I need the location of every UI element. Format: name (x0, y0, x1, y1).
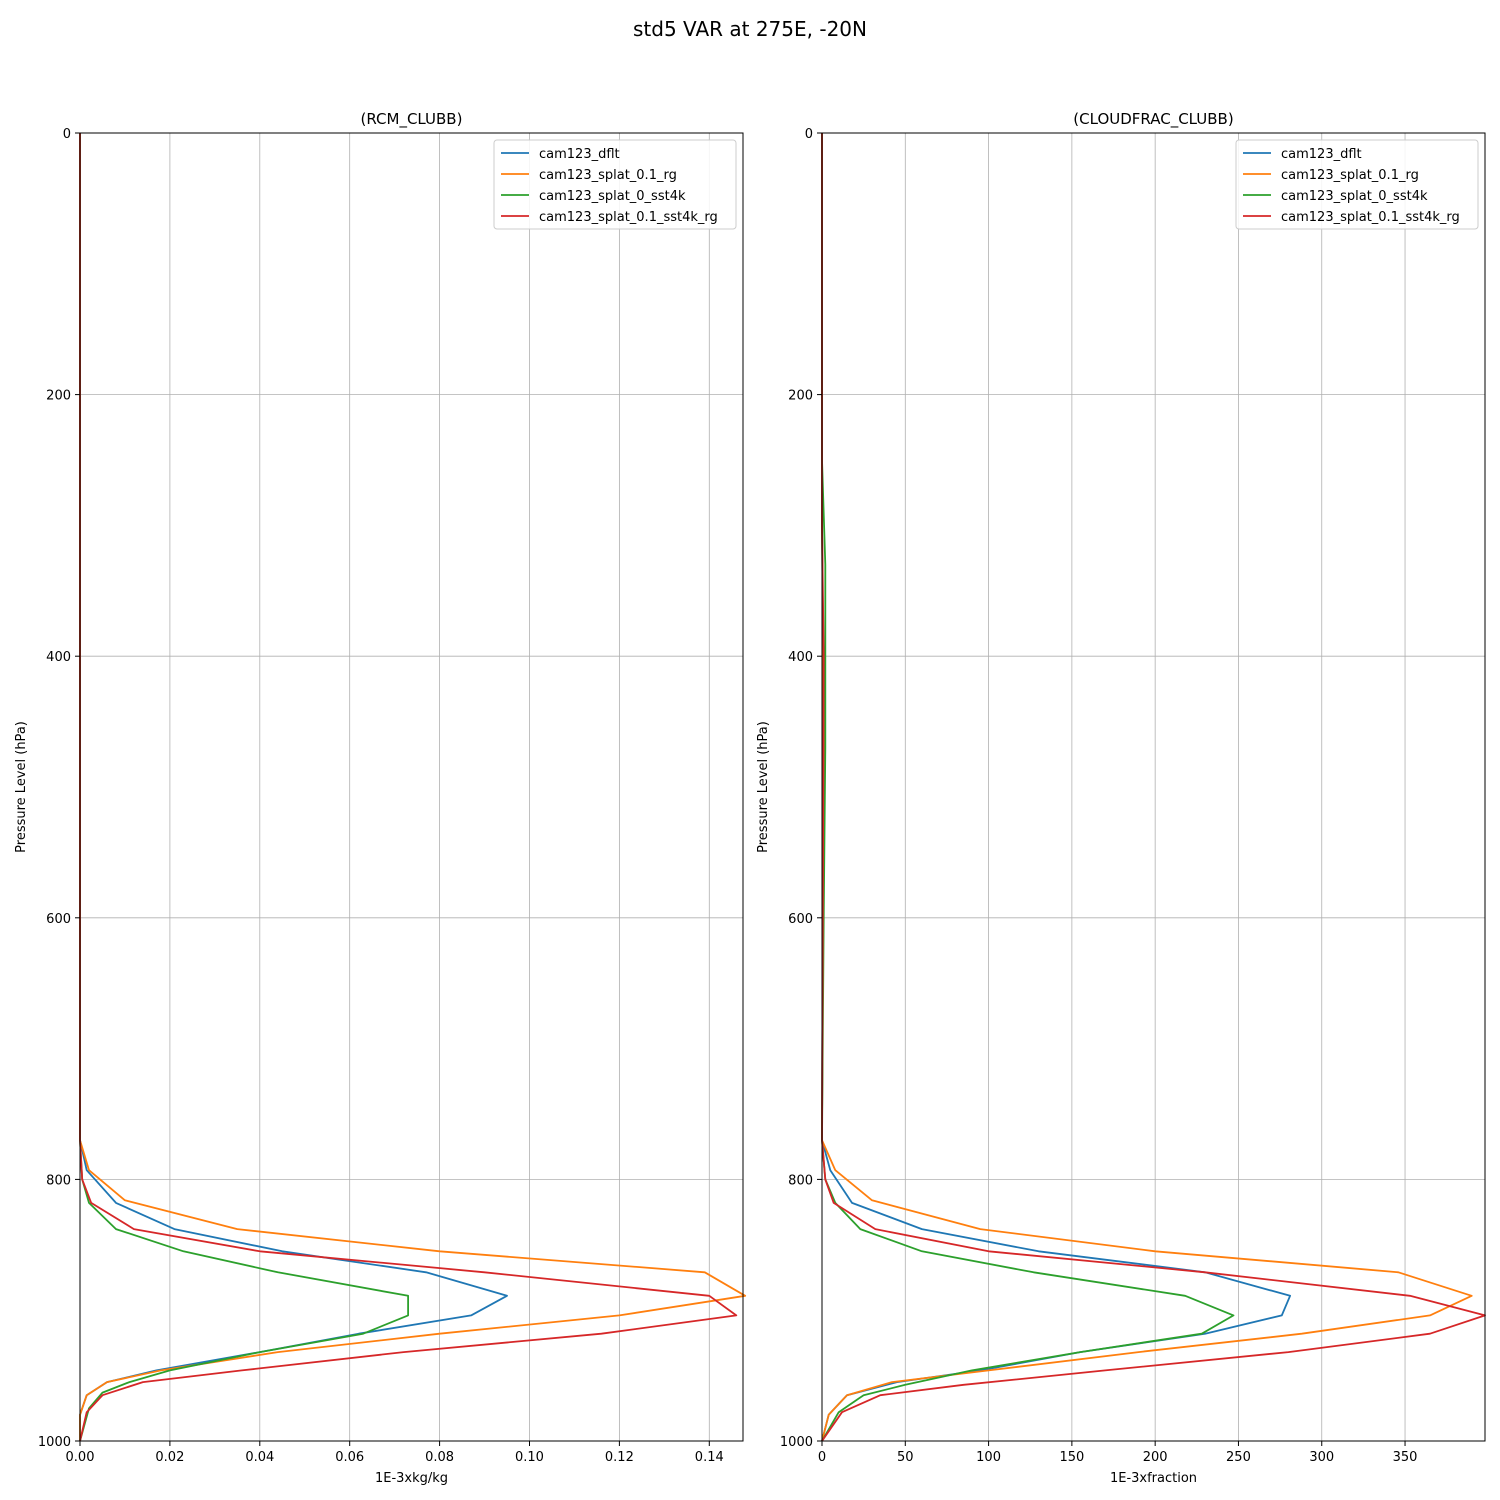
legend-box (493, 139, 737, 230)
series-lines (821, 133, 1486, 1442)
x-tick-label: 250 (1226, 1450, 1251, 1465)
x-tick-label: 0.02 (155, 1450, 184, 1465)
x-tick-label: 350 (1393, 1450, 1418, 1465)
legend-label: cam123_splat_0.1_sst4k_rg (1281, 210, 1460, 225)
y-tick-label: 600 (788, 912, 813, 927)
panel-title: (RCM_CLUBB) (361, 110, 463, 129)
x-tick-label: 0.08 (425, 1450, 454, 1465)
legend: cam123_dflt cam123_splat_0.1_rg cam123_spl… (493, 139, 737, 230)
gridlines (821, 132, 1485, 1442)
x-tick-label: 0.00 (66, 1450, 95, 1465)
legend: cam123_dflt cam123_splat_0.1_rg cam123_spl… (1235, 139, 1479, 230)
legend-label: cam123_splat_0.1_sst4k_rg (539, 210, 718, 225)
y-tick-label: 400 (46, 650, 71, 665)
x-tick-label: 0.10 (515, 1450, 544, 1465)
x-tick-label: 0 (818, 1450, 826, 1465)
x-tick-label: 100 (976, 1450, 1001, 1465)
y-axis-label: Pressure Level (hPa) (756, 721, 771, 853)
plot-frame (821, 132, 1486, 1442)
y-tick-label: 600 (46, 912, 71, 927)
axis-ticks: 0.00 0.02 0.04 0.06 0.08 0.10 0.12 0.14 0 200 400 6… (38, 127, 724, 1465)
legend-label: cam123_splat_0.1_rg (1281, 168, 1419, 183)
x-tick-label: 0.14 (695, 1450, 724, 1465)
y-tick-label: 200 (788, 389, 813, 404)
panel-rcm-clubb: 0.00 0.02 0.04 0.06 0.08 0.10 0.12 0.14 0 200 400 6… (14, 110, 747, 1486)
y-tick-label: 1000 (780, 1435, 813, 1450)
series-line-2 (79, 133, 747, 1441)
y-tick-label: 800 (46, 1173, 71, 1188)
x-tick-label: 0.04 (245, 1450, 274, 1465)
series-line-3 (821, 133, 1235, 1442)
x-tick-label: 150 (1059, 1450, 1084, 1465)
gridlines (79, 132, 743, 1442)
plot-frame (79, 132, 744, 1442)
x-tick-label: 0.12 (605, 1450, 634, 1465)
series-lines (79, 133, 747, 1442)
x-tick-label: 0.06 (335, 1450, 364, 1465)
series-line-1 (79, 133, 508, 1441)
y-tick-label: 400 (788, 650, 813, 665)
legend-label: cam123_splat_0_sst4k (539, 189, 686, 204)
panel-title: (CLOUDFRAC_CLUBB) (1073, 110, 1233, 129)
axis-ticks: 0 50 100 150 200 250 300 350 0 200 400 600 800 1000 (780, 127, 1418, 1465)
x-axis-label: 1E-3xfraction (1110, 1471, 1197, 1486)
y-tick-label: 200 (46, 389, 71, 404)
series-line-4 (821, 133, 1486, 1442)
x-axis-label: 1E-3xkg/kg (375, 1471, 448, 1486)
y-axis-label: Pressure Level (hPa) (14, 721, 29, 853)
legend-label: cam123_splat_0_sst4k (1281, 189, 1428, 204)
y-tick-label: 1000 (38, 1435, 71, 1450)
panel-cloudfrac-clubb: 0 50 100 150 200 250 300 350 0 200 400 600 800 1000 (… (756, 110, 1486, 1486)
x-tick-label: 50 (897, 1450, 914, 1465)
series-line-3 (79, 133, 410, 1442)
x-tick-label: 300 (1309, 1450, 1334, 1465)
series-line-1 (821, 133, 1291, 1442)
legend-label: cam123_splat_0.1_rg (539, 168, 677, 183)
y-tick-label: 0 (805, 127, 813, 142)
x-tick-label: 200 (1143, 1450, 1168, 1465)
series-line-4 (79, 133, 738, 1442)
legend-box (1235, 139, 1479, 230)
series-line-2 (821, 133, 1473, 1442)
legend-label: cam123_dflt (1281, 147, 1362, 162)
y-tick-label: 0 (63, 127, 71, 142)
figure-title: std5 VAR at 275E, -20N (633, 17, 867, 41)
y-tick-label: 800 (788, 1173, 813, 1188)
legend-label: cam123_dflt (539, 147, 620, 162)
